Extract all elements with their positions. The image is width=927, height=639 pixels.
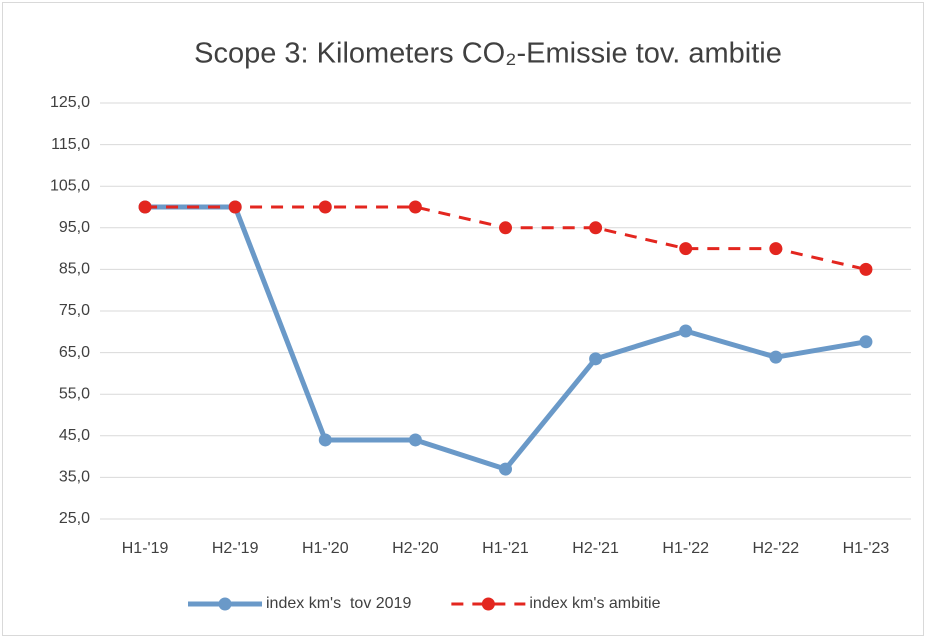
series-marker (499, 221, 512, 235)
series-marker (318, 200, 332, 214)
y-tick-label: 45,0 (59, 427, 90, 444)
series-marker (859, 335, 873, 349)
y-tick-label: 25,0 (59, 510, 90, 527)
y-tick-label: 75,0 (59, 302, 90, 319)
series-marker (408, 433, 422, 447)
x-tick-label: H1-'19 (122, 540, 169, 557)
y-tick-label: 35,0 (59, 469, 90, 486)
series-marker (408, 200, 422, 214)
legend-marker (481, 597, 495, 611)
series-marker (228, 200, 242, 214)
y-tick-label: 105,0 (50, 177, 90, 194)
x-tick-label: H2-'22 (753, 540, 800, 557)
y-tick-label: 95,0 (59, 219, 90, 236)
y-tick-label: 115,0 (51, 136, 90, 153)
x-tick-label: H1-'21 (482, 540, 529, 557)
y-tick-label: 55,0 (59, 385, 90, 402)
series-marker (499, 462, 512, 476)
x-tick-label: H2-'19 (212, 540, 259, 557)
series-marker (589, 352, 603, 366)
y-tick-label: 125,0 (50, 94, 90, 111)
series-marker (859, 262, 873, 276)
legend-label: index km's ambitie (529, 595, 660, 612)
legend-label: index km's tov 2019 (266, 595, 411, 612)
y-tick-label: 65,0 (59, 344, 90, 361)
x-tick-label: H2-'21 (572, 540, 619, 557)
x-tick-label: H1-'20 (302, 540, 349, 557)
series-marker (138, 200, 152, 214)
series-marker (769, 242, 783, 256)
series-marker (769, 350, 783, 364)
chart-title: Scope 3: Kilometers CO₂-Emissie tov. amb… (194, 38, 782, 70)
series-marker (679, 242, 693, 256)
x-tick-label: H2-'20 (392, 540, 439, 557)
x-tick-label: H1-'22 (662, 540, 709, 557)
series-marker (318, 433, 332, 447)
y-tick-label: 85,0 (59, 261, 90, 278)
series-marker (589, 221, 603, 235)
series-marker (679, 324, 693, 338)
legend-marker (218, 597, 232, 611)
x-tick-label: H1-'23 (843, 540, 890, 557)
